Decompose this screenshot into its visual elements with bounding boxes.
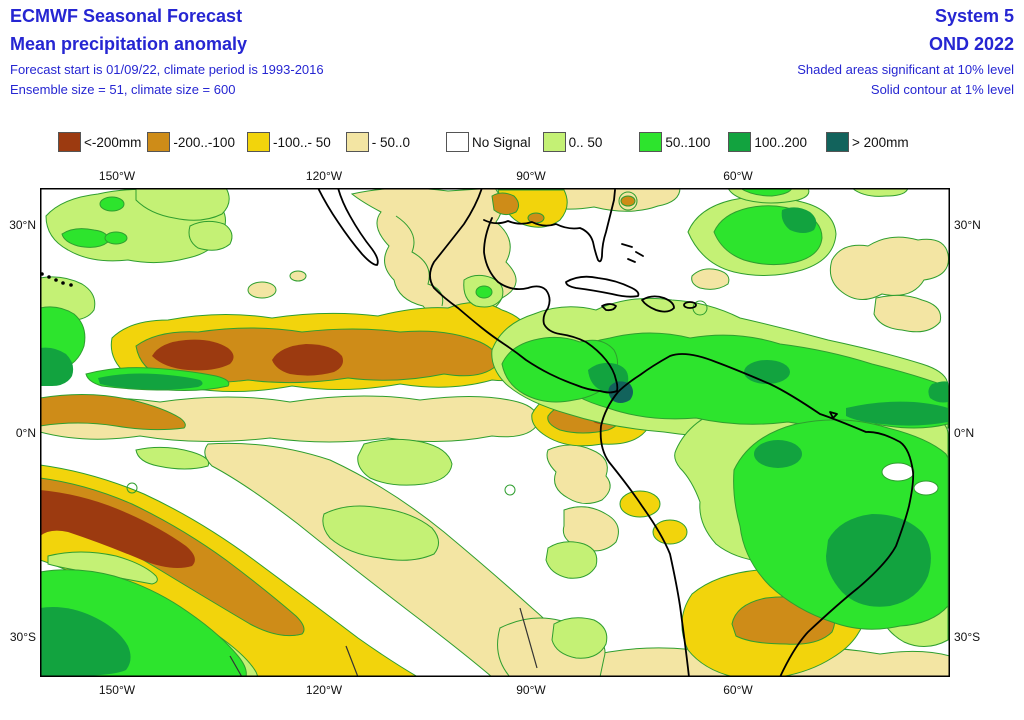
legend-swatch	[728, 132, 752, 152]
legend-label: 50..100	[665, 134, 711, 150]
coastline-caribbean-centam	[483, 217, 619, 392]
legend-swatch	[639, 132, 663, 152]
tick-left-30n: 30°N	[9, 218, 36, 232]
legend-label: -100..- 50	[272, 134, 331, 150]
island-cuba	[565, 275, 640, 298]
contour-lines	[126, 191, 708, 496]
legend-item: No Signal	[446, 132, 531, 152]
significance-note: Shaded areas significant at 10% level	[797, 62, 1014, 77]
region-group-wet	[40, 188, 949, 677]
season-label: OND 2022	[928, 34, 1014, 54]
legend-swatch	[446, 132, 470, 152]
region-brown-core-1	[152, 339, 234, 371]
page-title: ECMWF Seasonal Forecast	[10, 6, 243, 26]
legend-label: <-200mm	[84, 134, 142, 150]
island-trinidad	[829, 411, 838, 419]
region-dgreen-brazil-core	[826, 514, 931, 607]
tick-left-0n: 0°N	[15, 426, 36, 440]
legend-swatch	[147, 132, 171, 152]
legend-item: 50..100	[639, 132, 710, 152]
legend-label: No Signal	[472, 134, 531, 150]
islands-bahamas	[621, 243, 644, 263]
tick-bottom-60w: 60°W	[723, 683, 753, 697]
legend-item: 100..200	[728, 132, 807, 152]
legend-item: - 50..0	[345, 132, 411, 152]
legend-label: 0.. 50	[568, 134, 603, 150]
contour-lines-dark	[229, 607, 538, 677]
forecast-start-line: Forecast start is 01/09/22, climate peri…	[10, 62, 324, 77]
coastline-south-america	[599, 353, 915, 677]
legend-label: - 50..0	[371, 134, 411, 150]
legend-item: -100..- 50	[246, 132, 331, 152]
tick-bottom-120w: 120°W	[305, 683, 343, 697]
legend-swatch	[542, 132, 566, 152]
system-label: System 5	[934, 6, 1014, 26]
tick-left-30s: 30°S	[9, 630, 36, 644]
tick-top-150w: 150°W	[98, 169, 136, 183]
region-tan-atlantic	[829, 236, 949, 300]
island-hispaniola	[641, 295, 675, 313]
tick-top-60w: 60°W	[723, 169, 753, 183]
tick-right-30n: 30°N	[954, 218, 981, 232]
color-legend: <-200mm -200..-100 -100..- 50 - 50..0 No…	[58, 132, 909, 152]
region-dgreen-southwest	[40, 607, 131, 677]
island-puertorico	[683, 301, 697, 309]
legend-swatch	[58, 132, 81, 152]
legend-item: 0.. 50	[542, 132, 603, 152]
legend-label: > 200mm	[851, 134, 909, 150]
region-brown-dry-band	[40, 490, 195, 568]
tick-right-30s: 30°S	[954, 630, 981, 644]
region-ochre-left-band	[40, 393, 186, 431]
coastline-gulf-florida	[483, 189, 616, 263]
legend-item: > 200mm	[825, 132, 909, 152]
island-jamaica	[601, 303, 617, 312]
legend-swatch	[246, 132, 270, 152]
tick-top-90w: 90°W	[516, 169, 546, 183]
page-subtitle: Mean precipitation anomaly	[10, 34, 248, 54]
legend-swatch	[345, 132, 369, 152]
map-border	[40, 188, 950, 677]
coastline-baja	[317, 188, 379, 266]
contour-note: Solid contour at 1% level	[870, 82, 1014, 97]
region-brown-core-2	[272, 344, 343, 376]
legend-swatch	[825, 132, 849, 152]
tick-bottom-90w: 90°W	[516, 683, 546, 697]
ensemble-size-line: Ensemble size = 51, climate size = 600	[10, 82, 236, 97]
legend-label: 100..200	[754, 134, 807, 150]
legend-item: -200..-100	[147, 132, 235, 152]
tick-bottom-150w: 150°W	[98, 683, 136, 697]
tick-top-120w: 120°W	[305, 169, 343, 183]
legend-label: -200..-100	[173, 134, 235, 150]
map-canvas	[40, 188, 950, 677]
coastline-mexico-pacific	[429, 188, 618, 394]
legend-item: <-200mm	[58, 132, 141, 152]
tick-right-0n: 0°N	[954, 426, 975, 440]
